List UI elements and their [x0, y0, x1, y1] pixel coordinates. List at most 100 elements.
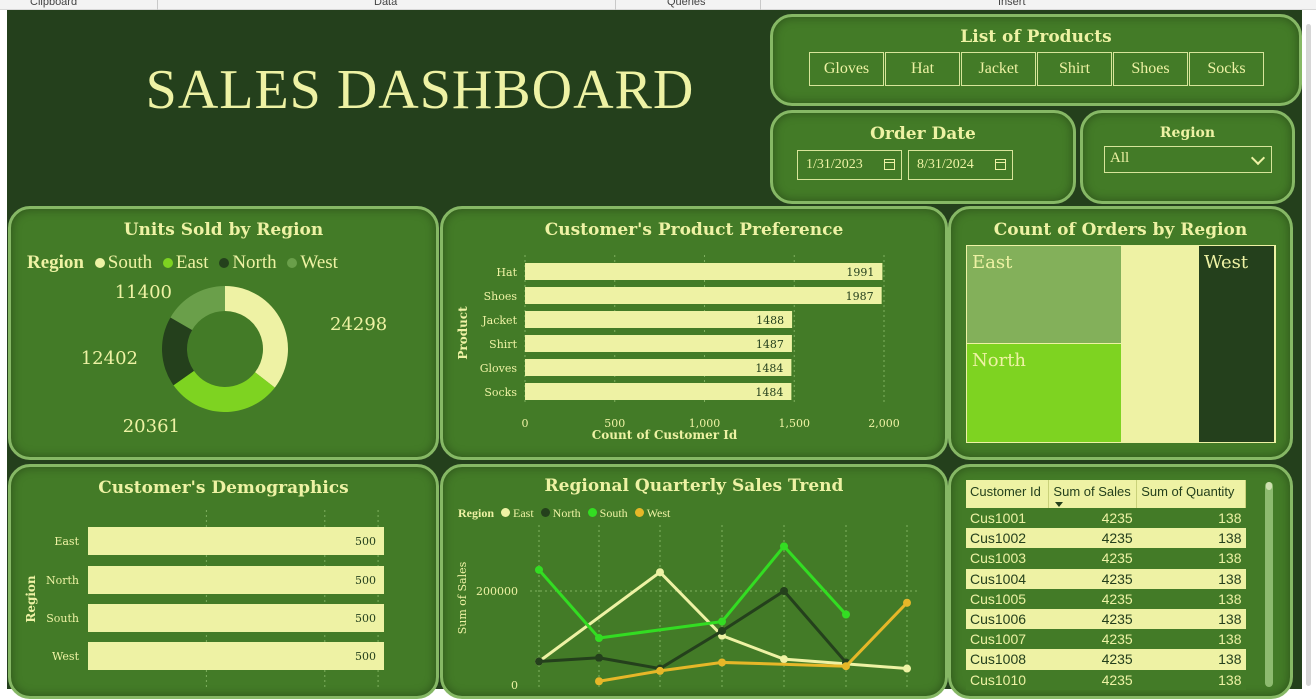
ribbon-separator	[157, 0, 158, 10]
region-dropdown-value: All	[1110, 150, 1130, 166]
cell-sum-of-sales: 4235	[1048, 649, 1137, 670]
cell-sum-of-quantity: 138	[1136, 669, 1246, 690]
units-sold-title: Units Sold by Region	[123, 220, 324, 240]
table-header-row: Customer Id Sum of Sales Sum of Quantity	[966, 480, 1246, 508]
series-line-east	[538, 570, 908, 671]
start-date-input[interactable]: 1/31/2023	[797, 150, 902, 180]
product-button-shoes[interactable]: Shoes	[1113, 52, 1188, 86]
series-point-west	[842, 662, 850, 671]
table-row[interactable]: Cus1005 4235 138	[966, 588, 1246, 609]
y-axis-title: Region	[24, 575, 38, 623]
ribbon-separator	[760, 0, 761, 10]
product-button-hat[interactable]: Hat	[885, 52, 960, 86]
bar-value-label: 500	[355, 535, 376, 548]
col-header-customer-id[interactable]: Customer Id	[966, 480, 1050, 508]
table-scrollbar[interactable]	[1265, 482, 1273, 687]
product-button-gloves[interactable]: Gloves	[809, 52, 884, 86]
y-tick-label: Gloves	[480, 362, 518, 375]
cell-sum-of-sales: 4235	[1048, 669, 1137, 690]
y-tick-label: Shoes	[484, 290, 518, 303]
series-point-south	[718, 617, 726, 626]
trend-legend-east[interactable]: East	[513, 506, 534, 520]
region-dropdown[interactable]: All	[1104, 146, 1272, 173]
legend-label-west[interactable]: West	[300, 252, 338, 273]
cell-sum-of-quantity: 138	[1136, 508, 1246, 529]
sales-trend-panel: Regional Quarterly Sales Trend	[440, 464, 948, 699]
sheet-scroll-thumb[interactable]	[1306, 24, 1311, 686]
sort-descending-icon	[1055, 502, 1064, 507]
table-row[interactable]: Cus1002 4235 138	[966, 528, 1246, 549]
table-scroll-thumb[interactable]	[1266, 482, 1272, 490]
col-header-sum-of-sales[interactable]: Sum of Sales	[1048, 480, 1138, 508]
series-point-south	[535, 565, 543, 574]
donut-data-label-north: 12402	[81, 348, 138, 369]
calendar-icon[interactable]	[995, 159, 1006, 170]
bar-north	[88, 566, 384, 594]
y-axis-title: Product	[456, 306, 470, 360]
bar-value-label: 1991	[846, 266, 874, 279]
cell-sum-of-quantity: 138	[1136, 608, 1246, 630]
bar-value-label: 500	[355, 612, 376, 625]
bar-value-label: 1484	[755, 386, 783, 399]
donut-slice-south	[225, 286, 288, 388]
product-button-socks[interactable]: Socks	[1189, 52, 1264, 86]
trend-legend-south[interactable]: South	[599, 506, 628, 520]
series-line-north	[538, 589, 848, 671]
y-tick-label: Hat	[496, 266, 517, 279]
donut-slice-north	[162, 317, 194, 386]
col-header-sum-of-quantity[interactable]: Sum of Quantity	[1136, 480, 1246, 508]
units-sold-panel: Units Sold by Region	[8, 206, 439, 460]
trend-legend-title: Region	[458, 506, 494, 520]
table-row[interactable]: Cus1010 4235 138	[966, 669, 1246, 690]
x-tick-label: 2,000	[868, 417, 900, 430]
calendar-icon[interactable]	[884, 159, 895, 170]
bar-value-label: 1987	[846, 290, 874, 303]
trend-legend-north[interactable]: North	[552, 506, 581, 520]
trend-legend-west[interactable]: West	[646, 506, 671, 520]
sheet-scrollbar[interactable]	[1302, 10, 1316, 689]
legend-swatch-north	[540, 508, 550, 517]
demographics-chart: 500 East 500 North 500 South 500 West Region	[24, 510, 384, 689]
series-point-south	[595, 634, 603, 642]
treemap-label-west: West	[1204, 252, 1249, 273]
bar-gloves	[525, 359, 792, 376]
legend-label-north[interactable]: North	[232, 252, 277, 273]
legend-swatch-south	[587, 508, 597, 517]
table-body: Cus1001 4235 138 Cus1002 4235 138 Cus1003 4235 1…	[966, 508, 1246, 690]
donut-data-label-south: 24298	[330, 314, 387, 335]
ribbon-group-clipboard[interactable]: Clipboard	[30, 0, 78, 8]
bar-socks	[525, 383, 792, 400]
cell-customer-id: Cus1007	[966, 629, 1049, 650]
treemap-label-east: East	[972, 252, 1013, 273]
ribbon-group-queries[interactable]: Queries	[667, 0, 706, 8]
legend-label-south[interactable]: South	[107, 252, 153, 273]
end-date-input[interactable]: 8/31/2024	[908, 150, 1013, 180]
customer-sales-table: Customer Id Sum of Sales Sum of Quantity…	[966, 480, 1246, 690]
series-line-south	[537, 544, 848, 640]
series-point-east	[780, 655, 788, 664]
x-tick-label: 1,000	[689, 417, 721, 430]
cell-customer-id: Cus1002	[966, 528, 1049, 549]
series-point-north	[595, 653, 603, 662]
cell-sum-of-sales: 4235	[1048, 528, 1137, 549]
legend-label-east[interactable]: East	[175, 252, 209, 273]
ribbon-group-data[interactable]: Data	[374, 0, 398, 8]
table-row[interactable]: Cus1001 4235 138	[966, 508, 1246, 529]
table-row[interactable]: Cus1004 4235 138	[966, 568, 1246, 589]
bar-east	[88, 527, 384, 555]
product-button-shirt[interactable]: Shirt	[1037, 52, 1112, 86]
cell-sum-of-sales: 4235	[1048, 588, 1137, 609]
table-row[interactable]: Cus1008 4235 138	[966, 649, 1246, 670]
table-row[interactable]: Cus1006 4235 138	[966, 608, 1246, 630]
units-donut-chart: 24298 20361 12402 11400	[81, 282, 388, 437]
ribbon-strip: Clipboard Data Queries Insert	[0, 0, 1316, 10]
legend-swatch-west	[634, 508, 644, 517]
bar-value-label: 1487	[756, 338, 784, 351]
x-axis-title: Count of Customer Id	[592, 428, 738, 442]
ribbon-group-insert[interactable]: Insert	[998, 0, 1026, 8]
donut-data-label-west: 11400	[115, 282, 172, 303]
product-button-jacket[interactable]: Jacket	[961, 52, 1036, 86]
table-row[interactable]: Cus1003 4235 138	[966, 548, 1246, 569]
table-row[interactable]: Cus1007 4235 138	[966, 629, 1246, 650]
cell-customer-id: Cus1004	[966, 568, 1049, 589]
